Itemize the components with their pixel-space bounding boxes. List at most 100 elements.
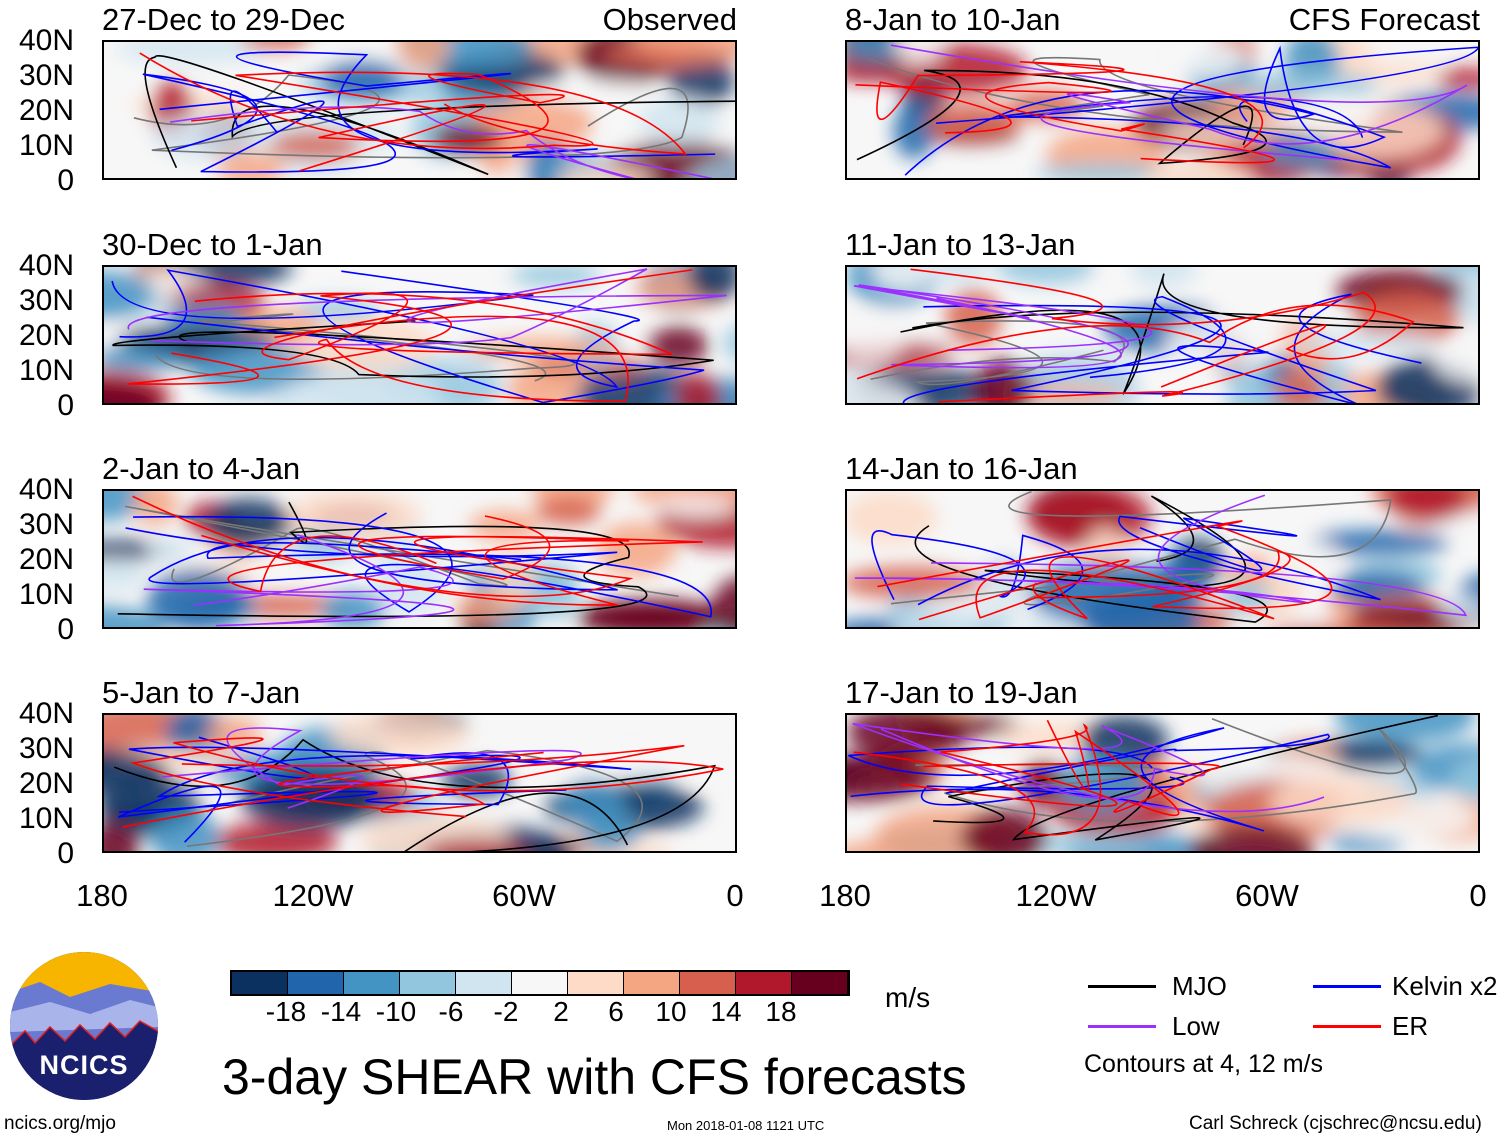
lat-label: 20N [18, 767, 74, 800]
lat-label: 40N [18, 473, 74, 506]
contour-line [855, 81, 1275, 164]
panel-title: 30-Dec to 1-Jan [102, 227, 323, 262]
lat-label: 30N [18, 59, 74, 92]
contour-line [159, 51, 716, 158]
lat-label: 0 [57, 613, 74, 646]
contour-line [854, 494, 1468, 617]
contour-line [142, 73, 397, 173]
colorbar-swatch [400, 972, 456, 994]
colorbar-swatch [792, 972, 848, 994]
lat-label: 0 [57, 389, 74, 422]
colorbar-swatch [344, 972, 400, 994]
lat-label: 0 [57, 837, 74, 870]
colorbar-label: -10 [375, 996, 417, 1027]
panel-title: 11-Jan to 13-Jan [845, 227, 1076, 262]
contour-line [127, 269, 693, 385]
colorbar-swatch [512, 972, 568, 994]
contour-note: Contours at 4, 12 m/s [1084, 1050, 1324, 1078]
lat-label: 30N [18, 508, 74, 541]
contour-line [853, 284, 1153, 369]
contour-line [119, 269, 640, 389]
panel-title: 14-Jan to 16-Jan [845, 451, 1078, 486]
lon-label: 0 [1469, 878, 1487, 913]
contour-line [122, 737, 724, 828]
contour-line [191, 72, 565, 172]
colorbar-units: m/s [885, 982, 931, 1013]
contour-line [143, 534, 455, 627]
contour-line [133, 74, 689, 159]
lon-label: 120W [272, 878, 354, 913]
lon-label: 180 [76, 878, 128, 913]
map-panel [102, 40, 737, 180]
footer-url[interactable]: ncics.org/mjo [4, 1113, 116, 1134]
ncics-logo: NCICS [10, 952, 158, 1100]
colorbar-label: -6 [438, 996, 464, 1027]
contour-line [162, 727, 582, 809]
colorbar-swatch [568, 972, 624, 994]
contour-line [933, 715, 1438, 841]
contour-line [890, 491, 1392, 606]
contour-line [127, 268, 727, 346]
contour-line [918, 556, 1275, 621]
lon-label: 60W [492, 878, 556, 913]
lat-label: 40N [18, 249, 74, 282]
contour-line [923, 719, 1221, 817]
footer-author: Carl Schreck (cjschrec@ncsu.edu) [1189, 1113, 1482, 1134]
contour-line [877, 520, 1333, 610]
contour-line [876, 60, 1264, 149]
legend-line-kelvin [1313, 985, 1381, 988]
legend-label-low: Low [1172, 1011, 1220, 1041]
lat-label: 10N [18, 129, 74, 162]
contour-line [132, 495, 630, 606]
map-panel [102, 713, 737, 853]
colorbar-swatch [288, 972, 344, 994]
footer-timestamp: Mon 2018-01-08 1121 UTC [667, 1118, 825, 1133]
colorbar-swatch [456, 972, 512, 994]
lat-label: 10N [18, 802, 74, 835]
colorbar-label: 18 [765, 996, 797, 1027]
contour-line [902, 293, 1422, 403]
lat-label: 30N [18, 284, 74, 317]
contour-line [125, 505, 679, 598]
logo-text: NCICS [39, 1050, 129, 1080]
colorbar-label: 2 [553, 996, 569, 1027]
legend-label-er: ER [1392, 1011, 1429, 1041]
colorbar-label: -14 [320, 996, 362, 1027]
lat-label: 40N [18, 24, 74, 57]
lat-label: 20N [18, 319, 74, 352]
contour-line [917, 515, 1381, 606]
contour-line [914, 495, 1268, 623]
panel-title: 2-Jan to 4-Jan [102, 451, 301, 486]
chart-title: 3-day SHEAR with CFS forecasts [222, 1049, 967, 1105]
colorbar-swatch [624, 972, 680, 994]
contour-line [139, 52, 688, 155]
lon-label: 60W [1235, 878, 1299, 913]
contour-line [181, 744, 685, 813]
contour-line [125, 512, 618, 591]
contour-line [117, 501, 648, 618]
legend-line-er [1313, 1025, 1381, 1028]
contour-line [144, 55, 735, 176]
lon-label: 120W [1015, 878, 1097, 913]
legend-label-mjo: MJO [1172, 971, 1227, 1001]
colorbar-swatch [232, 972, 288, 994]
map-panel [845, 713, 1480, 853]
contour-line [856, 304, 1415, 388]
contour-line [870, 320, 1125, 386]
lat-label: 0 [57, 164, 74, 197]
lat-label: 30N [18, 732, 74, 765]
lat-label: 20N [18, 543, 74, 576]
lat-label: 20N [18, 94, 74, 127]
contour-line [910, 268, 1376, 403]
colorbar-label: 6 [608, 996, 624, 1027]
panel-tag: Observed [602, 2, 737, 37]
panel-title: 17-Jan to 19-Jan [845, 675, 1078, 710]
colorbar-label: -2 [493, 996, 519, 1027]
map-panel [845, 265, 1480, 405]
contour-line [111, 280, 705, 403]
map-panel [845, 40, 1480, 180]
panel-tag: CFS Forecast [1288, 2, 1480, 37]
colorbar [230, 970, 850, 996]
lon-label: 0 [726, 878, 744, 913]
lat-label: 10N [18, 578, 74, 611]
